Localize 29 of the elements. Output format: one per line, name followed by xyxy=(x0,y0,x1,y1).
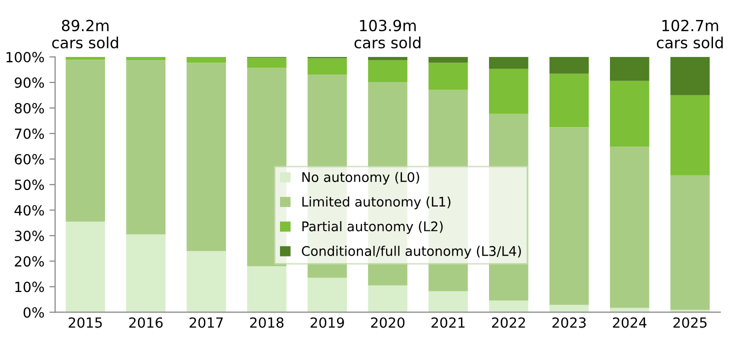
x-tick-label: 2015 xyxy=(68,317,102,328)
y-tick-label: 50% xyxy=(14,180,44,190)
x-tick-label: 2017 xyxy=(190,317,223,328)
x-tick-label: 2021 xyxy=(432,317,465,328)
x-tick-label: 2020 xyxy=(371,317,404,328)
y-tick-label: 100% xyxy=(6,52,44,62)
y-tick-label: 60% xyxy=(14,154,44,165)
annotation: 103.9m cars sold xyxy=(354,20,420,48)
legend-label: No autonomy (L0) xyxy=(302,172,420,185)
x-tick-label: 2016 xyxy=(129,317,163,328)
x-tick-label: 2024 xyxy=(612,317,646,328)
y-tick-label: 90% xyxy=(14,77,44,88)
x-tick-label: 2018 xyxy=(250,317,284,328)
annotation: 89.2m cars sold xyxy=(52,20,118,48)
y-tick-label: 70% xyxy=(14,128,44,139)
annotation: 102.7m cars sold xyxy=(656,20,723,48)
y-tick-label: 80% xyxy=(14,102,44,114)
x-tick-label: 2025 xyxy=(673,317,707,328)
legend-label: Conditional/full autonomy (L3/L4) xyxy=(302,246,521,259)
y-tick-label: 30% xyxy=(14,230,44,242)
legend-label: Limited autonomy (L1) xyxy=(302,196,450,210)
y-tick-label: 10% xyxy=(15,282,44,292)
y-tick-label: 20% xyxy=(14,256,44,267)
x-tick-label: 2023 xyxy=(552,317,586,328)
x-tick-label: 2019 xyxy=(310,317,344,328)
x-tick-label: 2022 xyxy=(492,317,525,328)
y-tick-label: 0% xyxy=(24,307,44,318)
y-tick-label: 40% xyxy=(14,205,44,216)
legend-label: Partial autonomy (L2) xyxy=(302,221,443,234)
